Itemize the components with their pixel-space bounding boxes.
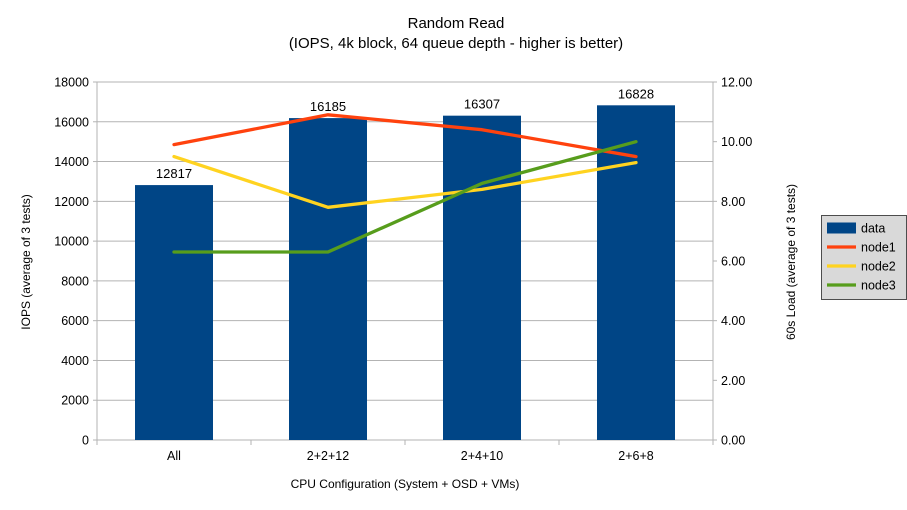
left-axis-tick-label: 18000 xyxy=(54,76,89,90)
left-axis-tick-label: 4000 xyxy=(61,354,89,368)
left-axis-tick-label: 8000 xyxy=(61,274,89,288)
series-line-node3 xyxy=(172,140,638,254)
legend-item: node2 xyxy=(827,260,896,274)
legend-item: data xyxy=(827,222,885,236)
left-axis-tick-label: 12000 xyxy=(54,195,89,209)
bar-value-label: 16307 xyxy=(464,97,500,112)
left-axis-tick-label: 16000 xyxy=(54,115,89,129)
bar xyxy=(289,118,367,441)
left-axis-tick-label: 10000 xyxy=(54,235,89,249)
right-axis-title: 60s Load (average of 3 tests) xyxy=(784,184,798,340)
left-axis-title: IOPS (average of 3 tests) xyxy=(19,194,33,329)
right-axis-tick-label: 10.00 xyxy=(721,135,752,149)
line-series-layer xyxy=(172,113,638,254)
right-axis-tick-label: 2.00 xyxy=(721,374,745,388)
legend-label: node2 xyxy=(861,260,896,274)
bar xyxy=(135,185,213,440)
legend-label: node1 xyxy=(861,241,896,255)
left-axis-tick-label: 0 xyxy=(82,434,89,448)
right-axis-tick-label: 8.00 xyxy=(721,195,745,209)
category-label: 2+2+12 xyxy=(307,449,349,463)
left-axis-tick-label: 6000 xyxy=(61,314,89,328)
category-label: 2+4+10 xyxy=(461,449,503,463)
series-line-node1 xyxy=(172,113,638,159)
legend-item: node1 xyxy=(827,241,896,255)
series-line-node2 xyxy=(172,154,638,209)
left-axis-tick-label: 2000 xyxy=(61,394,89,408)
right-axis-tick-label: 0.00 xyxy=(721,434,745,448)
right-axis-tick-label: 12.00 xyxy=(721,76,752,90)
left-axis-tick-label: 14000 xyxy=(54,155,89,169)
legend-item: node3 xyxy=(827,279,896,293)
category-label: 2+6+8 xyxy=(618,449,654,463)
bar-series-layer xyxy=(135,105,675,441)
x-axis-title: CPU Configuration (System + OSD + VMs) xyxy=(291,477,520,491)
bar-value-label: 12817 xyxy=(156,166,192,181)
right-axis-tick-label: 4.00 xyxy=(721,314,745,328)
bar xyxy=(443,115,521,441)
chart-subtitle: (IOPS, 4k block, 64 queue depth - higher… xyxy=(289,35,623,52)
legend-label: node3 xyxy=(861,279,896,293)
category-label: All xyxy=(167,449,181,463)
bar-value-label: 16185 xyxy=(310,99,346,114)
chart-title: Random Read xyxy=(408,15,505,32)
right-axis-tick-label: 6.00 xyxy=(721,255,745,269)
legend-label: data xyxy=(861,222,885,236)
bar-value-label: 16828 xyxy=(618,86,654,101)
legend-swatch-bar xyxy=(827,222,856,234)
chart-legend: data node1 node2 node3 xyxy=(821,215,907,300)
label-layer: 0 2000 4000 6000 8000 10000 12000 14000 16000 180… xyxy=(54,76,752,464)
